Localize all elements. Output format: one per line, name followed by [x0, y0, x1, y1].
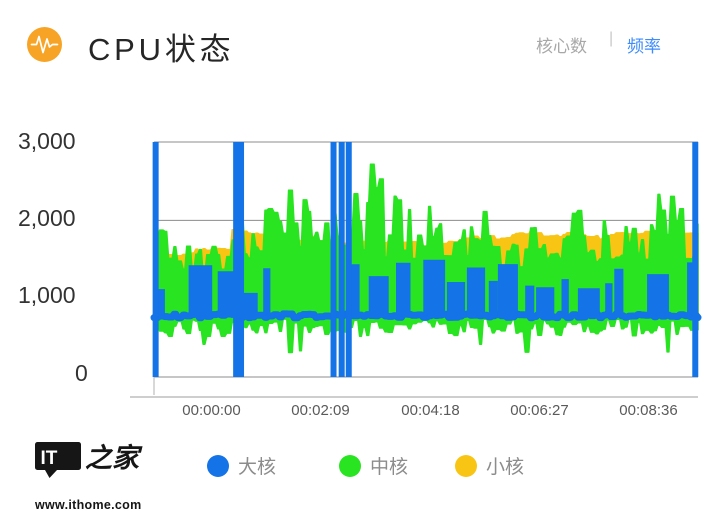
svg-text:之家: 之家: [85, 443, 143, 473]
svg-text:IT: IT: [41, 448, 58, 469]
